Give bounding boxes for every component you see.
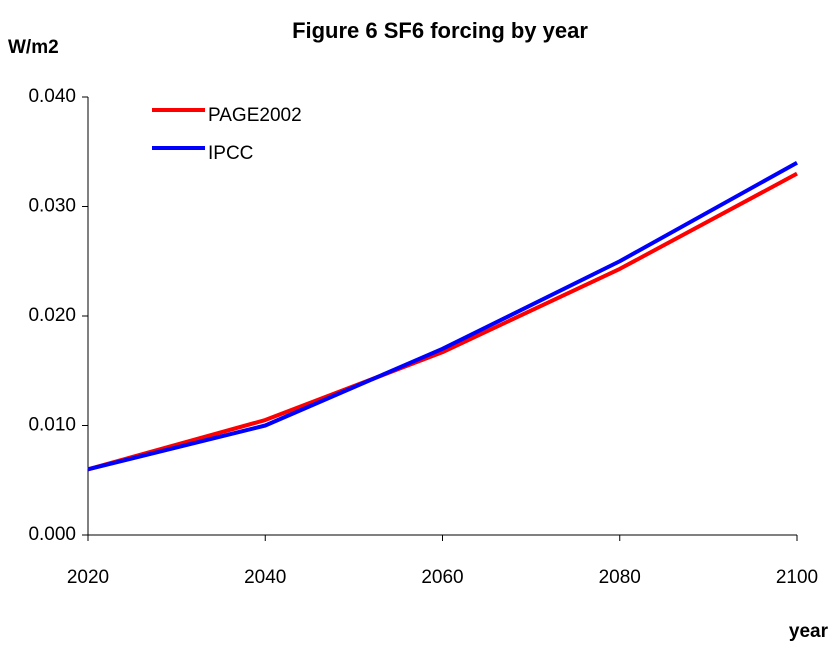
- y-tick-label: 0.040: [28, 86, 76, 107]
- y-tick-label: 0.000: [28, 524, 76, 545]
- y-tick-label: 0.010: [28, 415, 76, 436]
- series-line: [87, 160, 798, 472]
- y-tick-label: 0.030: [28, 196, 76, 217]
- y-axis-label: W/m2: [8, 37, 59, 58]
- x-axis-label: year: [789, 621, 829, 642]
- y-tick-label: 0.020: [28, 305, 76, 326]
- series-line: [87, 171, 798, 472]
- legend-label: PAGE2002: [208, 105, 302, 126]
- x-tick-label: 2040: [244, 567, 286, 588]
- chart-title: Figure 6 SF6 forcing by year: [292, 18, 588, 43]
- x-tick-label: 2020: [67, 567, 109, 588]
- legend-label: IPCC: [208, 143, 253, 164]
- x-tick-label: 2080: [599, 567, 641, 588]
- x-tick-label: 2060: [421, 567, 463, 588]
- x-tick-label: 2100: [776, 567, 818, 588]
